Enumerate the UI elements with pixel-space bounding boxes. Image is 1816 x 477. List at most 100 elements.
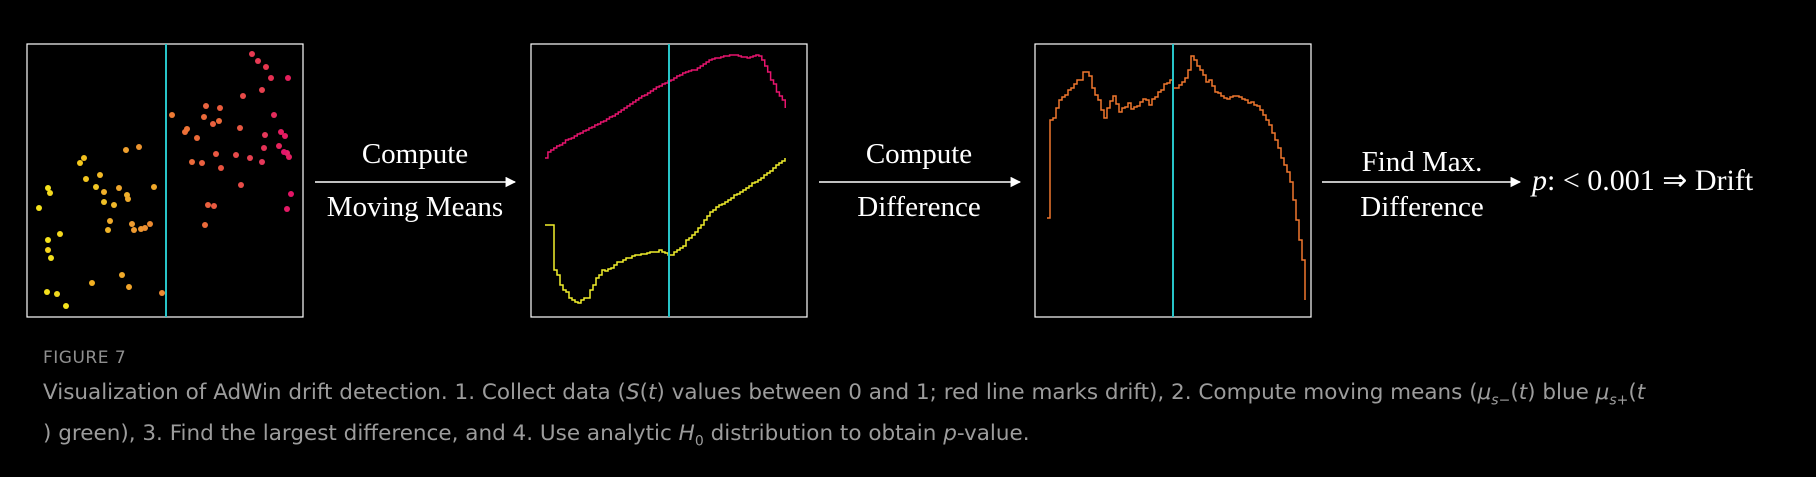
caption-t3: t bbox=[1636, 380, 1646, 405]
caption-t1: t bbox=[647, 380, 657, 405]
caption-text: Visualization of AdWin drift detection. … bbox=[43, 380, 1646, 450]
caption-mu-minus: μ bbox=[1477, 380, 1492, 405]
scatter-point bbox=[262, 132, 268, 138]
scatter-point bbox=[44, 289, 50, 295]
scatter-point bbox=[271, 112, 277, 118]
scatter-point bbox=[199, 160, 205, 166]
scatter-point bbox=[189, 159, 195, 165]
scatter-point bbox=[217, 105, 223, 111]
scatter-points bbox=[36, 51, 294, 309]
scatter-point bbox=[203, 103, 209, 109]
scatter-point bbox=[278, 129, 284, 135]
scatter-point bbox=[286, 154, 292, 160]
scatter-point bbox=[205, 202, 211, 208]
scatter-point bbox=[284, 206, 290, 212]
scatter-point bbox=[261, 145, 267, 151]
scatter-point bbox=[285, 75, 291, 81]
scatter-point bbox=[240, 93, 246, 99]
scatter-point bbox=[216, 118, 222, 124]
result-text: p: < 0.001 ⇒ Drift bbox=[1530, 164, 1754, 197]
scatter-point bbox=[45, 237, 51, 243]
scatter-point bbox=[255, 58, 261, 64]
figure-caption: FIGURE 7 Visualization of AdWin drift de… bbox=[43, 348, 1793, 459]
panel-data-scatter bbox=[26, 43, 304, 318]
mean-before-series bbox=[545, 158, 786, 304]
scatter-point bbox=[237, 125, 243, 131]
caption-H: H bbox=[678, 421, 695, 447]
mean-after-series bbox=[545, 54, 787, 159]
caption-t2: t bbox=[1518, 380, 1528, 405]
scatter-point bbox=[57, 231, 63, 237]
caption-seg-4: ) green), 3. Find the largest difference… bbox=[43, 421, 679, 447]
caption-sub-plus: s+ bbox=[1609, 392, 1629, 409]
scatter-point bbox=[83, 176, 89, 182]
scatter-point bbox=[45, 185, 51, 191]
scatter-point bbox=[218, 165, 224, 171]
caption-S: S bbox=[625, 380, 640, 405]
caption-seg-2: ) values between 0 and 1; red line marks… bbox=[656, 380, 1478, 405]
scatter-point bbox=[147, 221, 153, 227]
scatter-point bbox=[247, 155, 253, 161]
scatter-point bbox=[136, 144, 142, 150]
scatter-point bbox=[54, 291, 60, 297]
scatter-point bbox=[169, 112, 175, 118]
scatter-point bbox=[116, 185, 122, 191]
arrow-2-label-top: Compute bbox=[866, 138, 972, 170]
caption-p: p bbox=[943, 421, 957, 447]
arrow-1-label-bottom: Moving Means bbox=[327, 191, 503, 223]
scatter-point bbox=[101, 199, 107, 205]
scatter-point bbox=[119, 272, 125, 278]
result-p: p bbox=[1530, 164, 1547, 197]
scatter-point bbox=[151, 184, 157, 190]
caption-sub-minus: s− bbox=[1491, 392, 1511, 409]
arrow-find-max-difference: Find Max. Difference bbox=[1322, 146, 1522, 223]
scatter-point bbox=[126, 284, 132, 290]
scatter-point bbox=[123, 147, 129, 153]
scatter-point bbox=[63, 303, 69, 309]
scatter-point bbox=[77, 160, 83, 166]
scatter-point bbox=[97, 172, 103, 178]
scatter-point bbox=[45, 247, 51, 253]
scatter-point bbox=[259, 159, 265, 165]
scatter-point bbox=[249, 51, 255, 57]
arrow-3-label-top: Find Max. bbox=[1362, 146, 1483, 178]
scatter-point bbox=[159, 290, 165, 296]
adwin-figure: Compute Moving Means Compute Difference … bbox=[26, 43, 1754, 318]
arrow-3-label-bottom: Difference bbox=[1360, 191, 1483, 223]
panel-moving-means bbox=[530, 43, 808, 318]
scatter-point bbox=[263, 64, 269, 70]
scatter-point bbox=[129, 221, 135, 227]
scatter-point bbox=[105, 227, 111, 233]
scatter-point bbox=[194, 135, 200, 141]
scatter-point bbox=[107, 218, 113, 224]
scatter-point bbox=[282, 133, 288, 139]
arrow-compute-difference: Compute Difference bbox=[819, 138, 1022, 223]
caption-seg-3: ) blue bbox=[1527, 380, 1596, 405]
panel-difference bbox=[1034, 43, 1312, 318]
arrow-2-label-bottom: Difference bbox=[857, 191, 980, 223]
caption-mu-plus: μ bbox=[1595, 380, 1610, 405]
scatter-point bbox=[93, 184, 99, 190]
scatter-point bbox=[276, 143, 282, 149]
figure-label: FIGURE 7 bbox=[43, 348, 127, 368]
scatter-point bbox=[47, 190, 53, 196]
scatter-point bbox=[111, 202, 117, 208]
scatter-point bbox=[211, 203, 217, 209]
scatter-point bbox=[288, 191, 294, 197]
scatter-point bbox=[268, 75, 274, 81]
scatter-point bbox=[213, 151, 219, 157]
scatter-point bbox=[184, 126, 190, 132]
scatter-point bbox=[48, 255, 54, 261]
scatter-point bbox=[125, 196, 131, 202]
scatter-point bbox=[202, 222, 208, 228]
arrow-compute-moving-means: Compute Moving Means bbox=[315, 138, 517, 223]
difference-series bbox=[1047, 55, 1306, 300]
scatter-point bbox=[101, 189, 107, 195]
result-rest: : < 0.001 ⇒ Drift bbox=[1547, 164, 1754, 197]
scatter-point bbox=[259, 87, 265, 93]
caption-H-sub: 0 bbox=[694, 433, 704, 450]
scatter-point bbox=[238, 182, 244, 188]
caption-seg-6: -value. bbox=[956, 421, 1030, 447]
scatter-point bbox=[36, 205, 42, 211]
scatter-point bbox=[210, 121, 216, 127]
